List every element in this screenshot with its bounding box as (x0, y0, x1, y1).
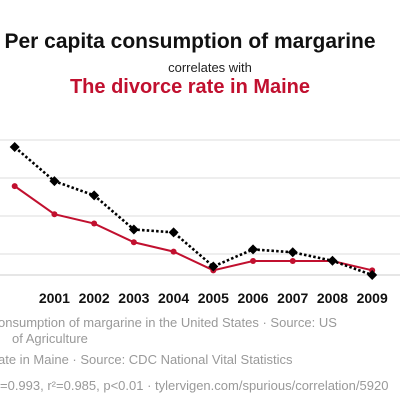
x-tick-label-2003: 2003 (118, 290, 149, 306)
grid-lines (0, 139, 400, 255)
series-0-point-2005 (208, 261, 219, 272)
legend-line-1: onsumption of margarine in the United St… (0, 315, 398, 347)
series-line-0 (13, 146, 373, 277)
series-0-point-2000 (9, 142, 20, 153)
series-0-point-2009 (367, 270, 378, 280)
series-1-point-2002 (91, 220, 98, 227)
series-0-point-2004 (168, 227, 179, 238)
series-0-point-2008 (327, 255, 338, 266)
series-0-point-2006 (248, 244, 259, 255)
series-line-1 (14, 185, 373, 272)
series-1-point-2003 (130, 239, 137, 246)
series-0-point-2003 (128, 224, 139, 235)
series-0-point-2007 (287, 247, 298, 258)
correlation-stats: =0.993, r²=0.985, p<0.01 · tylervigen.co… (0, 378, 389, 393)
x-tick-label-2007: 2007 (277, 290, 308, 306)
chart-second-title: The divorce rate in Maine (69, 76, 311, 98)
legend-divorce: ate in Maine · Source: CDC National Vita… (0, 352, 293, 367)
x-tick-label-2004: 2004 (158, 290, 189, 306)
series-layer (9, 142, 378, 280)
series-1-point-2004 (170, 248, 177, 255)
series-0-point-2001 (49, 176, 60, 187)
x-tick-label-2005: 2005 (198, 290, 229, 306)
series-1-point-2007 (289, 257, 296, 264)
series-1-point-2001 (51, 211, 58, 218)
x-tick-label-2002: 2002 (79, 290, 110, 306)
chart-subtitle: correlates with (168, 60, 252, 75)
x-tick-label-2009: 2009 (357, 290, 388, 306)
series-1-point-2006 (250, 257, 257, 264)
legend-margarine: onsumption of margarine in the United St… (0, 315, 337, 330)
chart-title: Per capita consumption of margarine (4, 30, 376, 53)
line-chart: 2001 2002 2003 2004 2005 2006 2007 2008 2009 (0, 139, 400, 306)
series-1-point-2000 (11, 183, 18, 190)
x-tick-label-2008: 2008 (317, 290, 348, 306)
series-0-point-2002 (89, 190, 100, 201)
legend-margarine-source-cont: of Agriculture (12, 331, 88, 346)
x-axis: 2001 2002 2003 2004 2005 2006 2007 2008 2009 (0, 274, 400, 306)
x-tick-label-2006: 2006 (237, 290, 268, 306)
x-tick-label-2001: 2001 (39, 290, 70, 306)
